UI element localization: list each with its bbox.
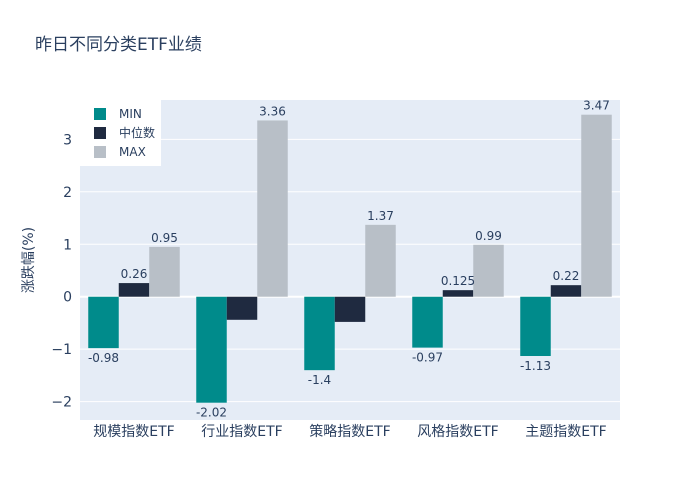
y-tick-label: 0	[63, 290, 72, 306]
data-label: -1.13	[520, 359, 551, 373]
bar	[118, 283, 150, 297]
legend-swatch	[94, 108, 106, 120]
bar	[88, 296, 119, 349]
y-tick-label: 3	[63, 132, 72, 148]
data-label: -1.4	[308, 373, 331, 387]
data-label: 0.95	[151, 231, 178, 245]
y-axis-title: 涨跌幅(%)	[21, 227, 37, 293]
data-label: -0.98	[88, 351, 119, 365]
bar	[149, 246, 180, 297]
data-labels: -0.98 0.26 0.95 -2.02 3.36 -1.4 1.37 -0.97 0.125…	[88, 99, 610, 420]
bar	[550, 285, 582, 297]
y-tick-label: −1	[51, 342, 72, 358]
bar	[365, 224, 396, 297]
bar	[581, 114, 612, 297]
x-tick-label: 主题指数ETF	[525, 424, 606, 440]
x-tick-label: 风格指数ETF	[417, 424, 498, 440]
x-axis: 规模指数ETF 行业指数ETF 策略指数ETF 风格指数ETF 主题指数ETF	[93, 423, 606, 440]
data-label: 0.22	[553, 269, 580, 283]
legend-swatch	[94, 127, 106, 139]
x-tick-label: 行业指数ETF	[201, 424, 282, 440]
legend-label: 中位数	[119, 125, 155, 140]
bar	[257, 120, 288, 297]
data-label: 0.125	[441, 274, 475, 288]
data-label: 0.99	[475, 229, 502, 243]
x-tick-label: 策略指数ETF	[309, 423, 390, 440]
legend-swatch	[94, 146, 106, 158]
bar	[334, 296, 366, 322]
data-label: 3.47	[583, 99, 610, 113]
data-label: 3.36	[259, 104, 286, 118]
data-label: 0.26	[121, 267, 148, 281]
bar	[226, 296, 258, 320]
chart-title: 昨日不同分类ETF业绩	[35, 35, 202, 55]
legend-label: MAX	[119, 145, 146, 159]
x-tick-label: 规模指数ETF	[93, 424, 174, 440]
legend-box	[80, 100, 161, 166]
bar	[473, 244, 504, 297]
bars	[88, 114, 612, 403]
y-tick-label: 1	[63, 237, 72, 253]
bar	[520, 296, 551, 356]
bar	[304, 296, 335, 371]
y-axis: 3 2 1 0 −1 −2	[51, 132, 72, 410]
bar	[196, 296, 227, 403]
legend-label: MIN	[119, 107, 142, 121]
bar	[442, 290, 474, 297]
y-tick-label: 2	[63, 185, 72, 201]
data-label: -2.02	[196, 406, 227, 420]
data-label: 1.37	[367, 209, 394, 223]
data-label: -0.97	[412, 351, 443, 365]
y-tick-label: −2	[51, 395, 72, 411]
legend: MIN 中位数 MAX	[80, 100, 161, 166]
bar	[412, 296, 443, 348]
